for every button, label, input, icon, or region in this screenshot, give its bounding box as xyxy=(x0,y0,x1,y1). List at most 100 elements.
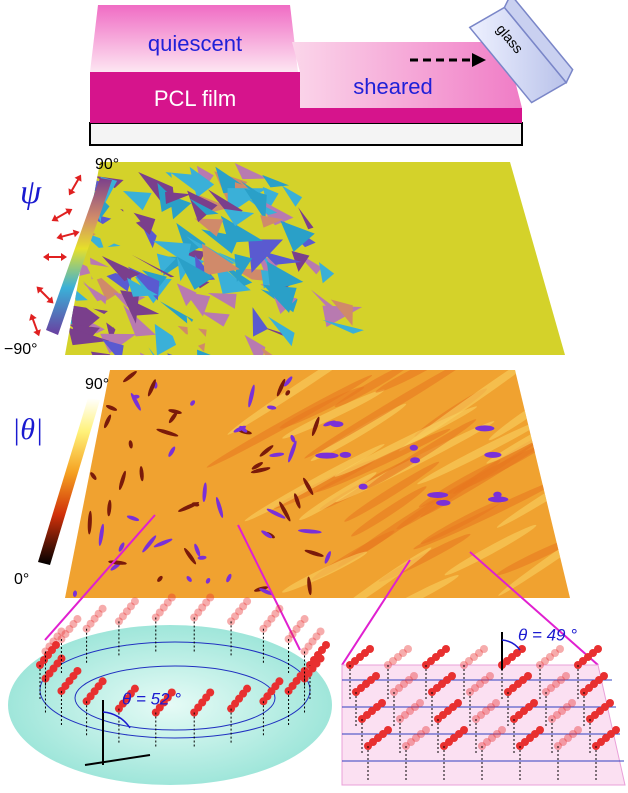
atom xyxy=(304,642,313,651)
domain xyxy=(148,347,173,355)
atom xyxy=(470,653,478,661)
stripe xyxy=(334,370,411,408)
atom xyxy=(167,688,176,697)
atom xyxy=(61,630,70,639)
domain xyxy=(92,215,128,250)
atom xyxy=(167,593,176,602)
zoom-lines xyxy=(44,514,599,666)
atom xyxy=(98,677,107,686)
atom xyxy=(448,672,456,680)
atom xyxy=(296,620,305,629)
atom xyxy=(404,645,412,653)
stripe xyxy=(315,428,451,493)
atom xyxy=(552,680,560,688)
defect xyxy=(107,499,112,517)
arrow-head xyxy=(68,188,76,196)
defect xyxy=(123,370,137,383)
atom xyxy=(407,738,415,746)
atom xyxy=(541,657,549,665)
domain xyxy=(280,220,315,252)
domain xyxy=(298,207,314,230)
atom xyxy=(86,619,95,628)
stripe xyxy=(351,486,427,537)
angle-label: θ = 49 ° xyxy=(518,625,577,644)
atom xyxy=(52,641,60,649)
defect xyxy=(294,493,301,509)
defect xyxy=(186,576,192,582)
psi-map: ψ 90° −90° xyxy=(4,156,565,358)
defect xyxy=(493,491,502,498)
domain xyxy=(156,253,176,274)
atom xyxy=(275,677,284,686)
arrow xyxy=(43,253,67,261)
psi-max: 90° xyxy=(95,156,119,173)
atom xyxy=(243,684,252,693)
domain xyxy=(220,215,263,243)
atom xyxy=(600,672,608,680)
atom xyxy=(488,734,496,742)
domain xyxy=(154,323,182,355)
defect xyxy=(239,425,248,433)
domain xyxy=(100,333,137,354)
atom xyxy=(558,707,566,715)
defect xyxy=(487,496,509,503)
defect xyxy=(168,409,182,414)
domain xyxy=(200,311,230,327)
atom xyxy=(57,627,66,636)
domain xyxy=(322,319,364,334)
defect xyxy=(147,379,156,397)
defect xyxy=(475,425,495,432)
sheet xyxy=(341,664,626,786)
defect xyxy=(153,538,173,548)
arrow xyxy=(29,313,41,337)
domain xyxy=(122,190,152,211)
arrow-head xyxy=(43,253,49,261)
defect xyxy=(298,529,322,534)
defect xyxy=(126,515,140,522)
quiescent-label: quiescent xyxy=(148,31,242,56)
stripe xyxy=(344,461,440,522)
domain xyxy=(202,243,240,276)
arrow-head xyxy=(472,53,486,67)
disc xyxy=(8,625,332,785)
defect xyxy=(215,497,224,518)
domain xyxy=(165,191,191,205)
atom xyxy=(312,632,321,641)
defect xyxy=(251,462,263,470)
atom xyxy=(45,642,54,651)
atom xyxy=(547,684,555,692)
arrow-head xyxy=(36,286,44,294)
atom xyxy=(206,593,215,602)
glass: glass xyxy=(468,0,574,104)
theta-map: |θ| 90° 0° xyxy=(12,370,570,598)
psi-symbol: ψ xyxy=(20,174,42,211)
atom xyxy=(530,699,538,707)
atom xyxy=(559,738,567,746)
defect xyxy=(197,555,207,560)
stripe xyxy=(310,403,407,462)
axis xyxy=(84,754,151,766)
atom xyxy=(65,625,74,634)
atom xyxy=(401,711,409,719)
defect xyxy=(324,551,331,564)
defect xyxy=(76,492,82,501)
schematic: quiescent PCL film sheared glass xyxy=(89,0,574,146)
defect xyxy=(283,376,293,387)
domain xyxy=(120,290,140,324)
defect xyxy=(178,501,200,512)
atom xyxy=(73,615,82,624)
defect xyxy=(168,446,176,457)
defect xyxy=(303,477,314,496)
domain xyxy=(244,188,267,221)
atom xyxy=(271,609,280,618)
atom xyxy=(202,598,211,607)
atom xyxy=(487,703,495,711)
defect xyxy=(304,549,324,557)
atom xyxy=(493,730,501,738)
sheared-label: sheared xyxy=(353,74,433,99)
atom xyxy=(553,711,561,719)
atom xyxy=(411,703,419,711)
domain xyxy=(262,174,290,188)
theta-min: 0° xyxy=(14,571,29,588)
atom xyxy=(372,672,380,680)
